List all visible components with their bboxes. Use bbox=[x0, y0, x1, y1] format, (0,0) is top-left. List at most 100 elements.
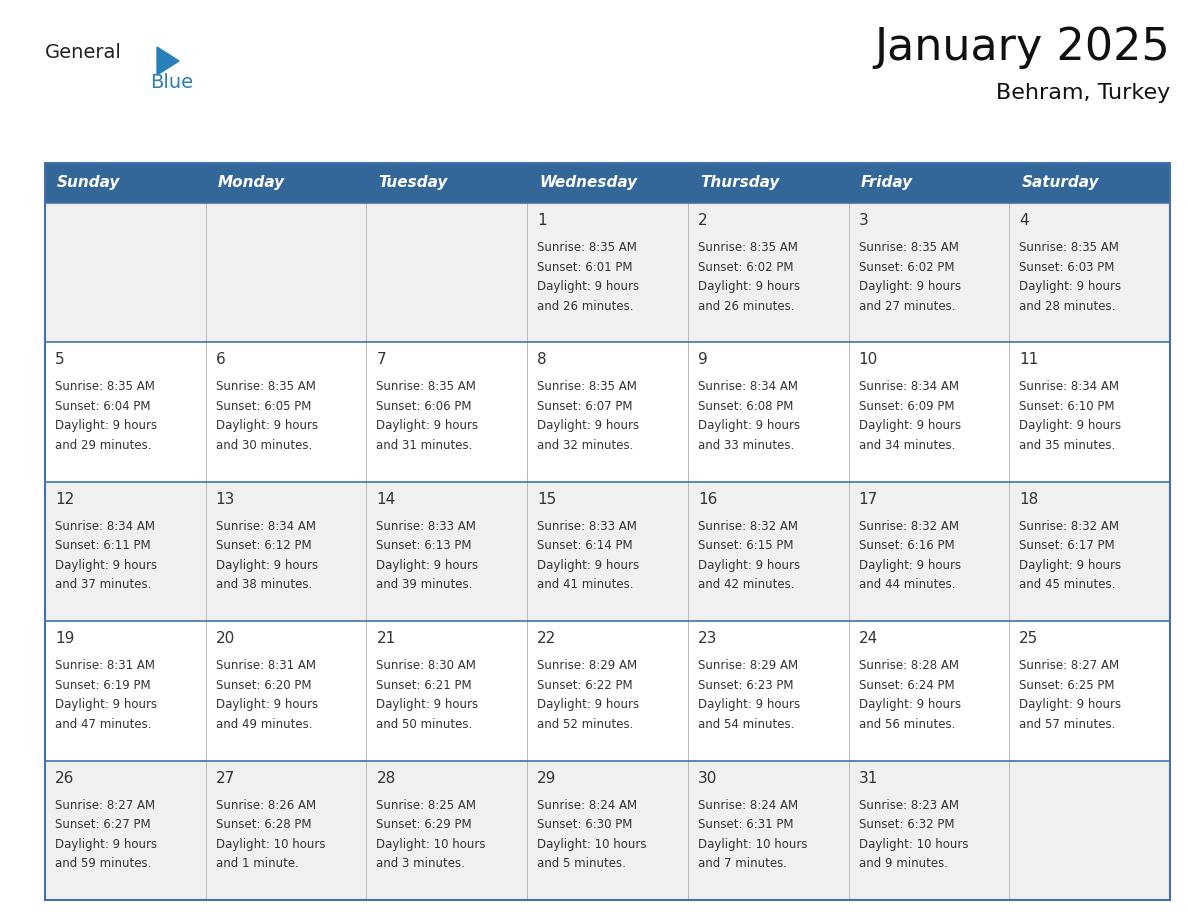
Text: Daylight: 10 hours: Daylight: 10 hours bbox=[697, 837, 808, 851]
Text: Daylight: 9 hours: Daylight: 9 hours bbox=[859, 559, 961, 572]
Text: Daylight: 9 hours: Daylight: 9 hours bbox=[537, 699, 639, 711]
Text: Sunrise: 8:26 AM: Sunrise: 8:26 AM bbox=[216, 799, 316, 812]
Text: Sunrise: 8:35 AM: Sunrise: 8:35 AM bbox=[216, 380, 316, 394]
Text: Sunrise: 8:35 AM: Sunrise: 8:35 AM bbox=[697, 241, 797, 254]
Text: 17: 17 bbox=[859, 492, 878, 507]
Text: 15: 15 bbox=[537, 492, 556, 507]
Bar bbox=[45, 163, 1170, 203]
Text: and 50 minutes.: and 50 minutes. bbox=[377, 718, 473, 731]
Text: Sunset: 6:06 PM: Sunset: 6:06 PM bbox=[377, 400, 472, 413]
Text: and 42 minutes.: and 42 minutes. bbox=[697, 578, 795, 591]
Text: and 47 minutes.: and 47 minutes. bbox=[55, 718, 152, 731]
Text: Sunset: 6:07 PM: Sunset: 6:07 PM bbox=[537, 400, 633, 413]
Text: Blue: Blue bbox=[150, 73, 194, 92]
Text: Daylight: 9 hours: Daylight: 9 hours bbox=[377, 420, 479, 432]
Text: Thursday: Thursday bbox=[700, 175, 779, 191]
Text: Sunrise: 8:31 AM: Sunrise: 8:31 AM bbox=[216, 659, 316, 672]
Text: Sunrise: 8:34 AM: Sunrise: 8:34 AM bbox=[55, 520, 154, 532]
Text: Daylight: 9 hours: Daylight: 9 hours bbox=[537, 280, 639, 293]
Text: General: General bbox=[45, 43, 122, 62]
Text: 3: 3 bbox=[859, 213, 868, 228]
Text: and 32 minutes.: and 32 minutes. bbox=[537, 439, 633, 452]
Text: Daylight: 9 hours: Daylight: 9 hours bbox=[55, 420, 157, 432]
Text: Sunset: 6:16 PM: Sunset: 6:16 PM bbox=[859, 539, 954, 553]
Text: 4: 4 bbox=[1019, 213, 1029, 228]
Text: Sunrise: 8:35 AM: Sunrise: 8:35 AM bbox=[1019, 241, 1119, 254]
Bar bbox=[45, 482, 1170, 621]
Text: Sunset: 6:29 PM: Sunset: 6:29 PM bbox=[377, 818, 472, 831]
Text: Daylight: 9 hours: Daylight: 9 hours bbox=[377, 699, 479, 711]
Text: Sunset: 6:32 PM: Sunset: 6:32 PM bbox=[859, 818, 954, 831]
Text: Daylight: 9 hours: Daylight: 9 hours bbox=[1019, 699, 1121, 711]
Text: and 7 minutes.: and 7 minutes. bbox=[697, 857, 786, 870]
Bar bbox=[45, 163, 1170, 900]
Text: Daylight: 9 hours: Daylight: 9 hours bbox=[537, 559, 639, 572]
Text: Sunrise: 8:24 AM: Sunrise: 8:24 AM bbox=[537, 799, 637, 812]
Text: and 28 minutes.: and 28 minutes. bbox=[1019, 299, 1116, 312]
Text: and 59 minutes.: and 59 minutes. bbox=[55, 857, 151, 870]
Text: and 3 minutes.: and 3 minutes. bbox=[377, 857, 466, 870]
Text: Sunrise: 8:35 AM: Sunrise: 8:35 AM bbox=[859, 241, 959, 254]
Text: and 29 minutes.: and 29 minutes. bbox=[55, 439, 152, 452]
Text: Sunset: 6:01 PM: Sunset: 6:01 PM bbox=[537, 261, 633, 274]
Text: Daylight: 10 hours: Daylight: 10 hours bbox=[859, 837, 968, 851]
Text: Sunrise: 8:33 AM: Sunrise: 8:33 AM bbox=[377, 520, 476, 532]
Text: Sunrise: 8:29 AM: Sunrise: 8:29 AM bbox=[537, 659, 637, 672]
Text: Sunrise: 8:32 AM: Sunrise: 8:32 AM bbox=[859, 520, 959, 532]
Text: Daylight: 9 hours: Daylight: 9 hours bbox=[537, 420, 639, 432]
Text: Sunrise: 8:29 AM: Sunrise: 8:29 AM bbox=[697, 659, 798, 672]
Bar bbox=[45, 621, 1170, 761]
Bar bbox=[45, 342, 1170, 482]
Text: and 1 minute.: and 1 minute. bbox=[216, 857, 298, 870]
Text: Daylight: 9 hours: Daylight: 9 hours bbox=[216, 699, 318, 711]
Text: Sunday: Sunday bbox=[57, 175, 120, 191]
Text: Sunset: 6:08 PM: Sunset: 6:08 PM bbox=[697, 400, 794, 413]
Text: Sunset: 6:30 PM: Sunset: 6:30 PM bbox=[537, 818, 632, 831]
Text: 8: 8 bbox=[537, 353, 546, 367]
Text: 29: 29 bbox=[537, 770, 556, 786]
Text: 22: 22 bbox=[537, 632, 556, 646]
Text: and 49 minutes.: and 49 minutes. bbox=[216, 718, 312, 731]
Text: 7: 7 bbox=[377, 353, 386, 367]
Text: Sunset: 6:25 PM: Sunset: 6:25 PM bbox=[1019, 678, 1114, 691]
Text: 10: 10 bbox=[859, 353, 878, 367]
Text: 28: 28 bbox=[377, 770, 396, 786]
Text: Sunset: 6:02 PM: Sunset: 6:02 PM bbox=[697, 261, 794, 274]
Text: Sunrise: 8:34 AM: Sunrise: 8:34 AM bbox=[1019, 380, 1119, 394]
Text: and 41 minutes.: and 41 minutes. bbox=[537, 578, 633, 591]
Text: and 31 minutes.: and 31 minutes. bbox=[377, 439, 473, 452]
Text: 30: 30 bbox=[697, 770, 718, 786]
Text: Daylight: 9 hours: Daylight: 9 hours bbox=[1019, 559, 1121, 572]
Text: Sunset: 6:09 PM: Sunset: 6:09 PM bbox=[859, 400, 954, 413]
Text: Sunset: 6:31 PM: Sunset: 6:31 PM bbox=[697, 818, 794, 831]
Text: Sunset: 6:11 PM: Sunset: 6:11 PM bbox=[55, 539, 151, 553]
Text: Sunset: 6:21 PM: Sunset: 6:21 PM bbox=[377, 678, 472, 691]
Text: Daylight: 9 hours: Daylight: 9 hours bbox=[216, 420, 318, 432]
Text: and 44 minutes.: and 44 minutes. bbox=[859, 578, 955, 591]
Text: and 35 minutes.: and 35 minutes. bbox=[1019, 439, 1116, 452]
Text: Daylight: 9 hours: Daylight: 9 hours bbox=[697, 559, 800, 572]
Text: 16: 16 bbox=[697, 492, 718, 507]
Text: 1: 1 bbox=[537, 213, 546, 228]
Text: Daylight: 10 hours: Daylight: 10 hours bbox=[377, 837, 486, 851]
Text: 23: 23 bbox=[697, 632, 718, 646]
Text: Sunset: 6:03 PM: Sunset: 6:03 PM bbox=[1019, 261, 1114, 274]
Text: 11: 11 bbox=[1019, 353, 1038, 367]
Text: Sunset: 6:23 PM: Sunset: 6:23 PM bbox=[697, 678, 794, 691]
Text: 5: 5 bbox=[55, 353, 64, 367]
Text: 14: 14 bbox=[377, 492, 396, 507]
Text: Sunrise: 8:28 AM: Sunrise: 8:28 AM bbox=[859, 659, 959, 672]
Text: Wednesday: Wednesday bbox=[539, 175, 637, 191]
Text: and 27 minutes.: and 27 minutes. bbox=[859, 299, 955, 312]
Text: and 52 minutes.: and 52 minutes. bbox=[537, 718, 633, 731]
Text: 31: 31 bbox=[859, 770, 878, 786]
Text: Saturday: Saturday bbox=[1022, 175, 1099, 191]
Text: Daylight: 9 hours: Daylight: 9 hours bbox=[55, 699, 157, 711]
Text: Sunrise: 8:25 AM: Sunrise: 8:25 AM bbox=[377, 799, 476, 812]
Bar bbox=[45, 203, 1170, 342]
Text: Friday: Friday bbox=[860, 175, 912, 191]
Text: Sunset: 6:22 PM: Sunset: 6:22 PM bbox=[537, 678, 633, 691]
Text: and 33 minutes.: and 33 minutes. bbox=[697, 439, 794, 452]
Text: Sunrise: 8:31 AM: Sunrise: 8:31 AM bbox=[55, 659, 154, 672]
Text: Sunrise: 8:24 AM: Sunrise: 8:24 AM bbox=[697, 799, 798, 812]
